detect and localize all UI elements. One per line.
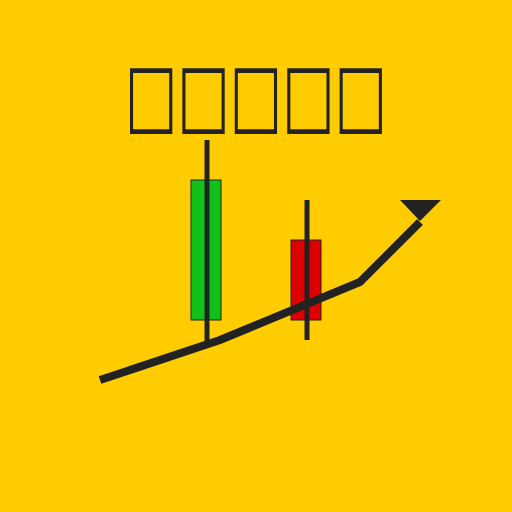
trend-arrow bbox=[400, 200, 441, 221]
title: □□□□□ bbox=[125, 44, 387, 144]
trend-line bbox=[98, 219, 423, 384]
